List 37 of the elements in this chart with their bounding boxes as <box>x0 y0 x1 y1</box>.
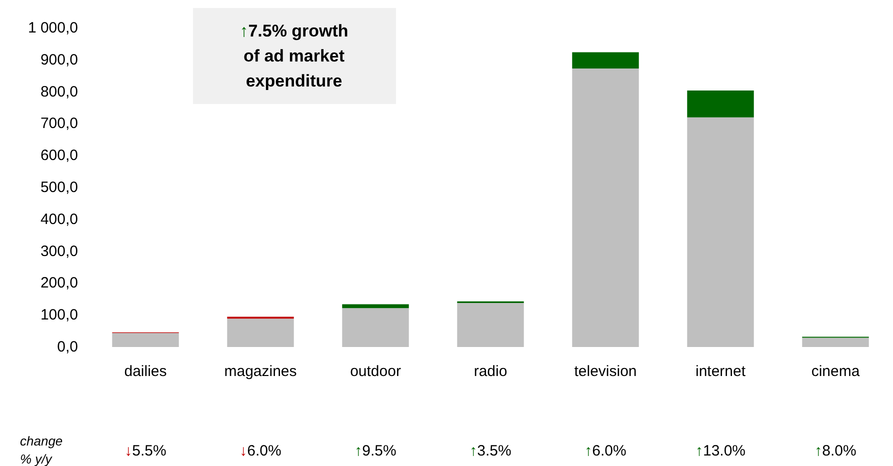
y-tick-label: 500,0 <box>40 179 78 196</box>
text: ↑6.0% <box>584 442 626 460</box>
x-tick-label: magazines <box>224 363 297 380</box>
y-tick-label: 300,0 <box>40 242 78 260</box>
x-tick-label: internet <box>695 363 746 380</box>
text: ↑3.5% <box>470 442 512 460</box>
y-tick-label: 800,0 <box>40 83 78 100</box>
bar <box>802 338 869 347</box>
bar <box>227 318 294 347</box>
x-tick-label: radio <box>474 363 508 380</box>
x-tick-label: dailies <box>124 363 167 380</box>
text: ↑8.0% <box>814 442 856 460</box>
y-tick-label: 1 000,0 <box>28 20 78 36</box>
bar <box>112 332 179 347</box>
y-tick-label: 0,0 <box>57 338 78 356</box>
y-tick-label: 400,0 <box>40 210 78 228</box>
bar <box>342 304 409 308</box>
text: ↑13.0% <box>695 442 746 460</box>
text: ↑9.5% <box>354 442 396 460</box>
x-tick-label: television <box>574 363 637 380</box>
bar <box>457 302 524 347</box>
bar <box>342 308 409 347</box>
text: ↓6.0% <box>240 442 282 460</box>
y-tick-label: 600,0 <box>40 147 78 164</box>
bar <box>572 52 639 69</box>
bar <box>572 68 639 347</box>
x-tick-label: outdoor <box>350 363 401 380</box>
y-tick-label: 900,0 <box>40 51 78 68</box>
y-tick-label: 100,0 <box>40 306 78 324</box>
x-tick-label: cinema <box>811 363 860 380</box>
bar <box>687 117 754 347</box>
y-tick-label: 700,0 <box>40 115 78 132</box>
text: ↓5.5% <box>124 442 166 460</box>
y-tick-label: 200,0 <box>40 274 78 292</box>
annotation: ↑7.5% growth of ad market expenditure <box>240 22 348 90</box>
bar <box>687 90 754 118</box>
text: change % y/y <box>20 434 63 466</box>
